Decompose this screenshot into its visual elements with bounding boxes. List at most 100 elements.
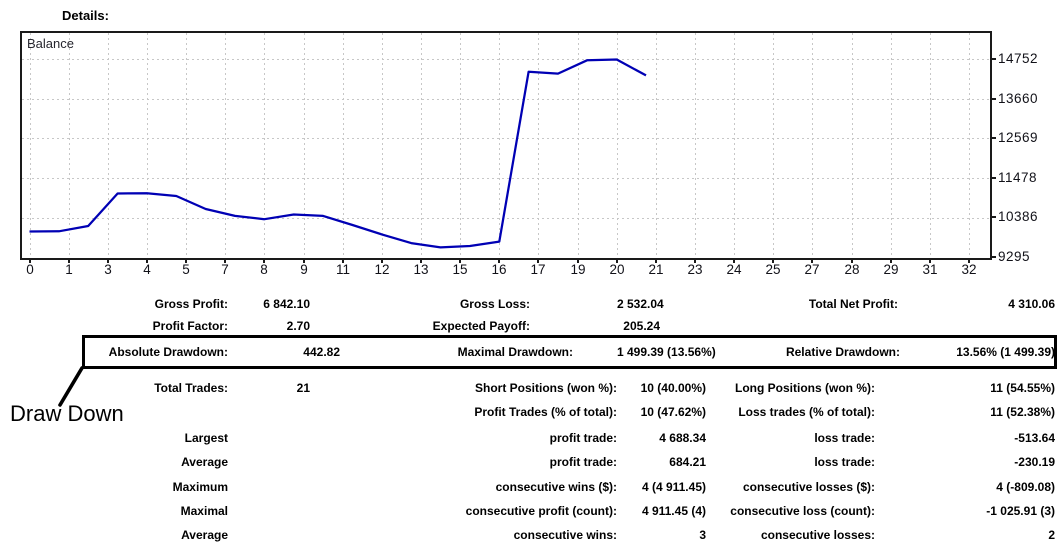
stats-row: Maximum consecutive wins ($): 4 (4 911.45)…	[0, 479, 1056, 495]
y-axis-label: 9295	[998, 249, 1031, 264]
x-axis-tick	[68, 260, 70, 263]
stat-label: consecutive losses ($):	[742, 480, 875, 494]
v-gridline	[577, 33, 579, 258]
y-axis-label: 14752	[998, 51, 1039, 66]
stat-value: 205.24	[623, 319, 660, 333]
x-axis-tick	[890, 260, 892, 263]
x-axis-tick	[107, 260, 109, 263]
v-gridline	[342, 33, 344, 258]
y-axis-label: 13660	[998, 91, 1039, 106]
stat-label: Gross Loss:	[459, 297, 530, 311]
x-axis-tick	[772, 260, 774, 263]
stats-row: Average profit trade: 684.21 loss trade: -23…	[0, 454, 1056, 470]
stat-value: 21	[296, 381, 310, 395]
x-axis-label: 5	[182, 262, 190, 277]
stat-label: Gross Profit:	[154, 297, 228, 311]
stat-value: 442.82	[303, 345, 340, 359]
stat-label: Total Net Profit:	[808, 297, 898, 311]
stat-label: Maximum	[172, 480, 228, 494]
v-gridline	[225, 33, 227, 258]
x-axis-label: 15	[452, 262, 468, 277]
v-gridline	[812, 33, 814, 258]
v-gridline	[68, 33, 70, 258]
x-axis-tick	[655, 260, 657, 263]
x-axis-tick	[616, 260, 618, 263]
x-axis-label: 17	[530, 262, 546, 277]
drawdown-highlight-box	[82, 335, 1057, 369]
stat-value: -1 025.91 (3)	[986, 504, 1055, 518]
h-gridline	[22, 217, 990, 219]
stat-label: Expected Payoff:	[432, 319, 530, 333]
x-axis-tick	[577, 260, 579, 263]
stat-value: -230.19	[1014, 455, 1055, 469]
stat-label: loss trade:	[814, 431, 875, 445]
x-axis-tick	[851, 260, 853, 263]
x-axis-tick	[733, 260, 735, 263]
v-gridline	[186, 33, 188, 258]
stat-value: 3	[699, 528, 706, 542]
v-gridline	[773, 33, 775, 258]
v-gridline	[851, 33, 853, 258]
x-axis-label: 25	[765, 262, 781, 277]
stats-row: Profit Factor: 2.70 Expected Payoff: 205.24	[0, 318, 1056, 334]
stat-value	[228, 503, 310, 519]
stat-value: 2 532.04	[617, 297, 664, 311]
stat-value: 2.70	[286, 319, 310, 333]
x-axis-tick	[420, 260, 422, 263]
h-gridline	[22, 138, 990, 140]
x-axis-label: 13	[413, 262, 429, 277]
x-axis-label: 0	[26, 262, 34, 277]
x-axis-tick	[459, 260, 461, 263]
v-gridline	[460, 33, 462, 258]
stat-label: Absolute Drawdown:	[108, 345, 228, 359]
y-axis-tick	[992, 177, 996, 179]
stat-value: 10 (47.62%)	[640, 405, 706, 419]
stat-label: profit trade:	[549, 455, 617, 469]
stats-row: Profit Trades (% of total): 10 (47.62%) Lo…	[0, 404, 1056, 420]
y-axis-tick	[992, 216, 996, 218]
x-axis-label: 31	[922, 262, 938, 277]
x-axis-tick	[498, 260, 500, 263]
x-axis-label: 28	[844, 262, 860, 277]
y-axis-tick	[992, 137, 996, 139]
v-gridline	[890, 33, 892, 258]
x-axis-tick	[381, 260, 383, 263]
v-gridline	[381, 33, 383, 258]
x-axis-tick	[185, 260, 187, 263]
x-axis-label: 3	[104, 262, 112, 277]
stat-value	[228, 527, 310, 543]
stat-value	[228, 479, 310, 495]
y-axis-label: 10386	[998, 209, 1039, 224]
balance-chart-plot-area: Balance	[20, 31, 992, 260]
stat-label: Relative Drawdown:	[785, 345, 900, 359]
v-gridline	[538, 33, 540, 258]
stat-value	[228, 404, 310, 420]
x-axis-label: 1	[65, 262, 73, 277]
stat-label: consecutive profit (count):	[465, 504, 617, 518]
x-axis-label: 9	[300, 262, 308, 277]
x-axis-tick	[537, 260, 539, 263]
v-gridline	[499, 33, 501, 258]
x-axis-tick	[694, 260, 696, 263]
stat-label: Maximal Drawdown:	[457, 345, 573, 359]
x-axis-label: 16	[491, 262, 507, 277]
x-axis-label: 4	[143, 262, 151, 277]
x-axis-tick	[224, 260, 226, 263]
stat-label: Loss trades (% of total):	[738, 405, 875, 419]
stat-value: 11 (54.55%)	[990, 381, 1055, 395]
x-axis-label: 12	[374, 262, 390, 277]
stat-value: 4 911.45 (4)	[641, 504, 706, 518]
stat-value	[228, 430, 310, 446]
x-axis-label: 8	[260, 262, 268, 277]
x-axis-label: 29	[883, 262, 899, 277]
stat-label: Short Positions (won %):	[475, 381, 617, 395]
stat-value: 11 (52.38%)	[990, 405, 1055, 419]
stat-label	[706, 318, 875, 334]
balance-series-line	[29, 58, 647, 249]
x-axis-tick	[929, 260, 931, 263]
v-gridline	[616, 33, 618, 258]
drawdown-pointer-line	[58, 366, 84, 407]
v-gridline	[969, 33, 970, 258]
details-heading: Details:	[62, 8, 109, 23]
